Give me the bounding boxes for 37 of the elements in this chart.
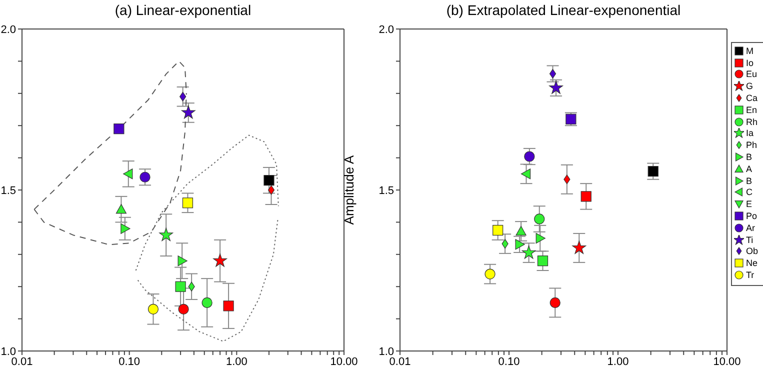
- x-tick-label: 10.00: [330, 356, 358, 368]
- y-tick-label: 2.0: [0, 24, 16, 36]
- legend-label: E: [746, 199, 752, 210]
- legend-label: Io: [746, 58, 754, 68]
- x-tick-label: 0.01: [389, 356, 411, 368]
- y-tick-label: 1.5: [0, 184, 16, 197]
- legend-label: Ne: [746, 258, 758, 268]
- legend-label: Ti: [746, 234, 754, 245]
- y-tick-label: 1.0: [0, 346, 16, 358]
- x-tick-label: 10.00: [713, 356, 741, 368]
- legend-label: Po: [746, 211, 758, 222]
- legend-label: Ph: [746, 140, 758, 150]
- legend-label: Rh: [746, 116, 758, 127]
- legend-label: Ar: [746, 222, 755, 233]
- legend-label: Ob: [746, 246, 758, 256]
- legend-label: Tr: [746, 270, 754, 280]
- legend-label: Ia: [746, 128, 754, 138]
- x-tick-label: 0.10: [118, 356, 140, 368]
- legend-label: Eu: [746, 69, 758, 80]
- legend-label: C: [746, 187, 752, 198]
- legend-label: B: [746, 152, 752, 162]
- legend-label: En: [746, 104, 758, 115]
- y-tick-label: 1.0: [378, 346, 394, 358]
- legend-label: B: [746, 176, 752, 186]
- x-tick-label: 1.00: [226, 356, 248, 368]
- chart-title: (a) Linear-exponential: [114, 2, 252, 18]
- legend-label: Ca: [746, 93, 758, 104]
- legend-label: M: [746, 46, 754, 56]
- y-axis-title: Amplitude A: [342, 154, 357, 225]
- x-tick-label: 1.00: [607, 356, 629, 368]
- y-tick-label: 1.5: [378, 184, 394, 197]
- x-tick-label: 0.10: [498, 356, 520, 368]
- legend-label: A: [746, 164, 752, 174]
- y-tick-label: 2.0: [378, 24, 394, 36]
- legend-label: G: [746, 81, 754, 92]
- x-tick-label: 0.01: [11, 356, 33, 368]
- chart-title: (b) Extrapolated Linear-expenonential: [445, 2, 682, 18]
